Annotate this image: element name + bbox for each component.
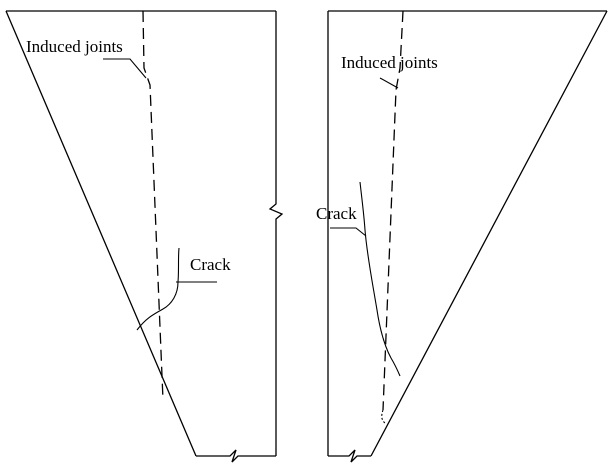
right-induced-joints-label: Induced joints bbox=[341, 53, 438, 72]
left-section bbox=[5, 10, 284, 463]
right-induced-joint-line bbox=[382, 10, 404, 411]
left-induced-joint-leader bbox=[103, 58, 147, 79]
right-section-sloped-face bbox=[370, 10, 608, 457]
left-section-sloped-face bbox=[5, 10, 197, 457]
left-induced-joint-line bbox=[142, 10, 164, 401]
left-crack-label: Crack bbox=[190, 255, 231, 274]
right-induced-joint-tail bbox=[381, 409, 387, 425]
right-section bbox=[327, 10, 608, 463]
left-section-base-with-break bbox=[196, 449, 276, 463]
right-section-base-with-break bbox=[328, 449, 371, 463]
right-crack-leader bbox=[330, 227, 367, 237]
left-induced-joints-label: Induced joints bbox=[26, 37, 123, 56]
right-crack-line bbox=[359, 181, 401, 377]
left-section-vertical-face-with-break bbox=[268, 11, 284, 456]
right-crack-label: Crack bbox=[316, 204, 357, 223]
right-induced-joint-leader bbox=[379, 77, 399, 89]
left-crack-line bbox=[136, 247, 180, 331]
